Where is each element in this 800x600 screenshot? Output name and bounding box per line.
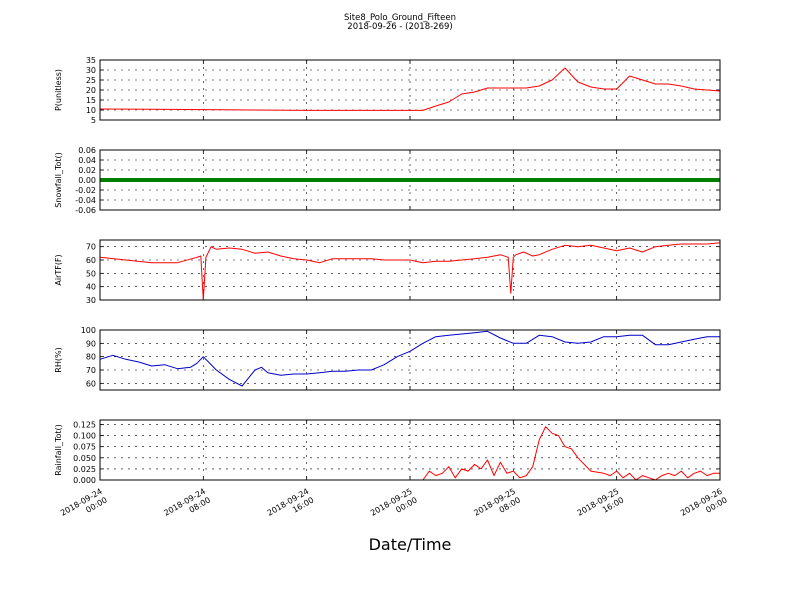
- y-tick-label: 90: [86, 339, 96, 348]
- y-tick-label: 0.02: [78, 166, 96, 175]
- y-tick-label: -0.02: [75, 186, 96, 195]
- x-axis-label: Date/Time: [369, 535, 452, 554]
- y-tick-label: -0.04: [75, 196, 96, 205]
- y-tick-label: 0.000: [73, 476, 96, 485]
- y-tick-label: 15: [86, 96, 96, 105]
- y-tick-label: 25: [86, 76, 96, 85]
- y-tick-label: 50: [86, 269, 96, 278]
- y-tick-label: 60: [86, 379, 96, 388]
- y-tick-label: 70: [86, 243, 96, 252]
- panel-2: 30 40 50 60 70 AirTF(F): [54, 239, 721, 305]
- chart-title: Site8_Polo_Ground_Fifteen: [344, 13, 456, 23]
- panel-3: 60 70 80 90 100 RH(%): [54, 326, 721, 391]
- y-tick-label: -0.06: [75, 206, 96, 215]
- panel-4: 0.000 0.025 0.050 0.075 0.100 0.125 Rainfall_T…: [54, 419, 721, 485]
- y-tick-label: 0.025: [73, 465, 96, 474]
- y-axis-label: Rainfall_Tot(): [54, 424, 63, 476]
- plot-frame: [99, 59, 721, 121]
- y-axis-label: Snowfall_Tot(): [54, 152, 63, 208]
- y-tick-label: 0.00: [78, 176, 96, 185]
- y-tick-label: 35: [86, 56, 96, 65]
- y-tick-label: 20: [86, 86, 96, 95]
- y-tick-label: 30: [86, 296, 96, 305]
- y-tick-label: 100: [81, 326, 96, 335]
- y-tick-label: 80: [86, 353, 96, 362]
- y-tick-label: 5: [91, 116, 96, 125]
- y-tick-label: 0.06: [78, 146, 96, 155]
- plot-frame: [99, 149, 721, 211]
- plot-frame: [99, 239, 721, 301]
- chart-subtitle: 2018-09-26 - (2018-269): [347, 22, 452, 32]
- plot-frame: [99, 419, 721, 481]
- series-line: [99, 242, 721, 301]
- y-tick-label: 0.04: [78, 156, 96, 165]
- y-tick-label: 0.050: [73, 454, 96, 463]
- y-tick-label: 70: [86, 366, 96, 375]
- series-line: [100, 426, 720, 481]
- y-tick-label: 0.125: [73, 420, 96, 429]
- plot-frame: [99, 329, 721, 391]
- y-axis-label: RH(%): [54, 347, 63, 372]
- series-line: [99, 330, 720, 387]
- y-tick-label: 30: [86, 66, 96, 75]
- series-line: [99, 67, 721, 111]
- y-tick-label: 60: [86, 256, 96, 265]
- panel-1: -0.06-0.04-0.020.000.020.040.06 Snowfall_…: [54, 146, 721, 215]
- y-axis-label: AirTF(F): [54, 254, 63, 285]
- y-tick-label: 0.075: [73, 443, 96, 452]
- y-tick-label: 0.100: [73, 432, 96, 441]
- y-axis-label: P(unitless): [54, 69, 63, 111]
- y-tick-label: 10: [86, 106, 96, 115]
- y-tick-label: 40: [86, 283, 96, 292]
